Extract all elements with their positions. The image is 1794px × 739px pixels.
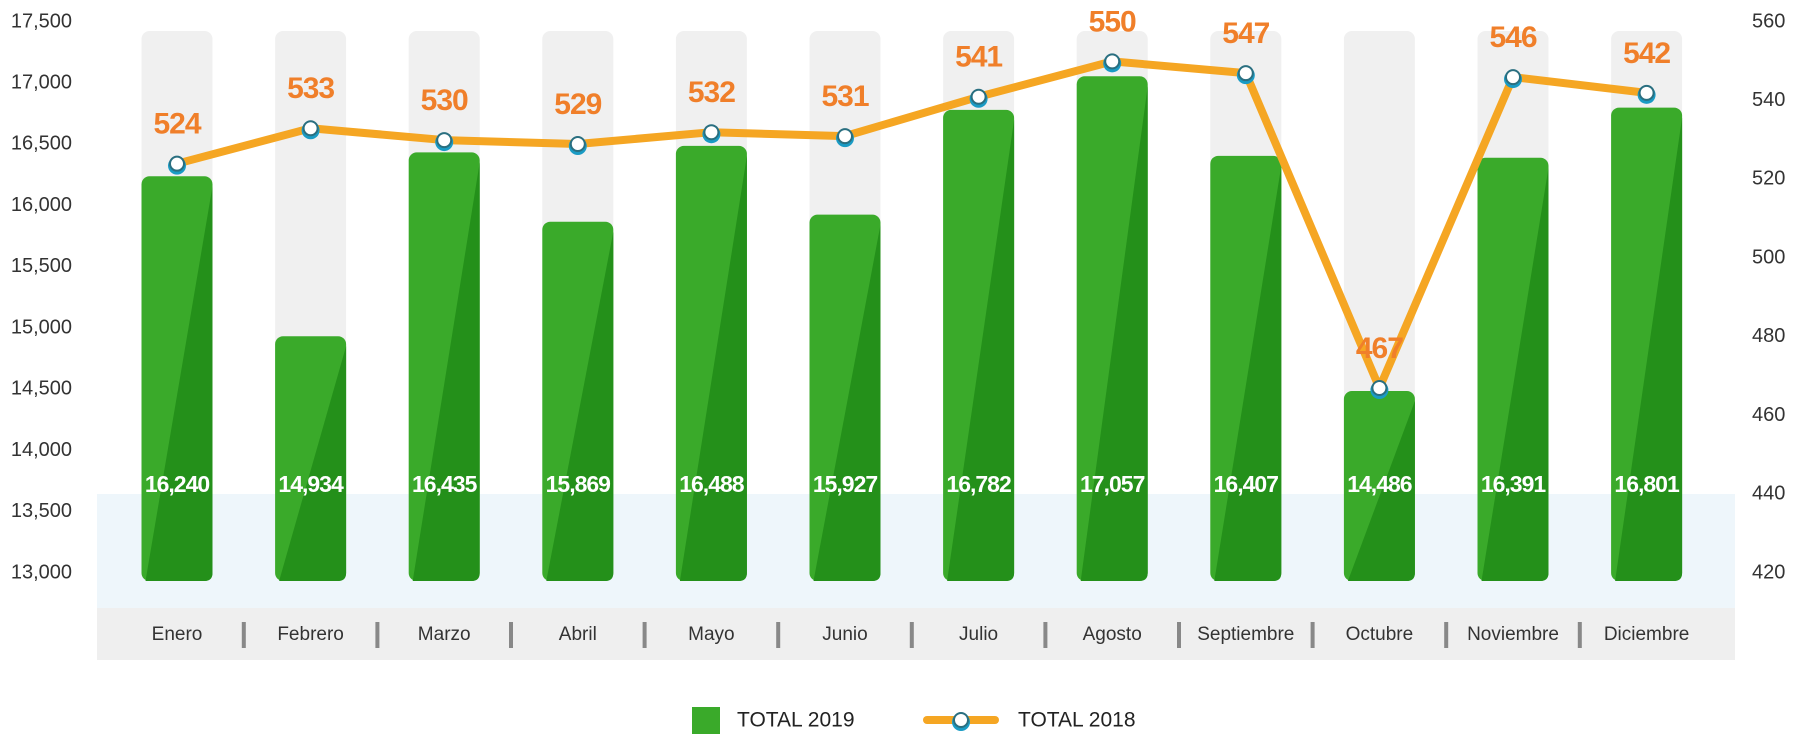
legend-label: TOTAL 2018: [1018, 709, 1136, 732]
line-value-label: 529: [554, 88, 601, 121]
x-tick-label: Octubre: [1346, 624, 1414, 645]
y2-tick-label: 540: [1752, 89, 1785, 111]
separator: [375, 622, 380, 648]
y2-tick-label: 420: [1752, 561, 1785, 583]
legend-label: TOTAL 2019: [737, 709, 855, 732]
line-value-label: 541: [955, 41, 1002, 74]
x-tick-label: Enero: [152, 624, 203, 645]
separator: [1310, 622, 1315, 648]
separator: [1177, 622, 1181, 648]
x-tick-label: Abril: [559, 624, 597, 645]
marker: [1237, 65, 1254, 82]
separator: [509, 622, 513, 648]
y-tick-label: 14,500: [11, 378, 72, 400]
y-tick-label: 13,000: [11, 561, 72, 583]
bar-shade: [947, 119, 1015, 582]
line-value-label: 546: [1489, 21, 1536, 54]
separator: [1577, 622, 1582, 648]
y2-tick-label: 520: [1752, 168, 1785, 190]
y2-tick-label: 560: [1752, 10, 1785, 32]
bar-value-label: 16,801: [1614, 471, 1680, 497]
bar-shade: [813, 224, 881, 582]
line-value-label: 532: [688, 76, 735, 109]
y-tick-label: 15,000: [11, 316, 72, 338]
line-value-label: 530: [421, 84, 468, 117]
bar-shade: [1615, 117, 1683, 581]
y-tick-label: 17,000: [11, 72, 72, 94]
x-tick-label: Mayo: [688, 624, 734, 645]
bar-value-label: 16,407: [1214, 471, 1279, 497]
bar-shade: [546, 231, 614, 581]
separator: [776, 622, 781, 648]
x-tick-label: Diciembre: [1604, 624, 1690, 645]
bar-value-label: 15,927: [813, 471, 878, 497]
x-tick-label: Marzo: [418, 624, 471, 645]
line-value-label: 533: [287, 72, 334, 105]
separator: [642, 622, 647, 648]
bar-value-label: 16,435: [412, 471, 478, 497]
y-tick-label: 13,500: [11, 500, 72, 522]
marker: [569, 136, 586, 153]
y-tick-label: 14,000: [11, 439, 72, 461]
category-strip: [97, 608, 1735, 660]
bar-value-label: 15,869: [546, 471, 611, 497]
y2-tick-label: 460: [1752, 404, 1785, 426]
line: [175, 57, 1648, 393]
y-tick-label: 16,500: [11, 133, 72, 155]
bar-value-label: 16,240: [145, 471, 210, 497]
bar-shade: [1080, 86, 1148, 581]
separator: [1444, 622, 1449, 648]
marker: [436, 132, 453, 149]
x-tick-label: Noviembre: [1467, 624, 1559, 645]
x-tick-label: Febrero: [277, 624, 344, 645]
line-value-label: 531: [821, 80, 868, 113]
line-value-label: 550: [1089, 5, 1136, 38]
marker: [1505, 69, 1521, 86]
bar-value-label: 14,486: [1347, 471, 1412, 497]
x-tick-label: Julio: [959, 624, 998, 645]
bar-value-label: 14,934: [278, 471, 344, 497]
bar-value-label: 16,391: [1481, 471, 1547, 497]
marker: [703, 124, 720, 141]
y-tick-label: 17,500: [11, 10, 72, 32]
y2-tick-label: 500: [1752, 246, 1785, 268]
bar-value-label: 16,488: [679, 471, 745, 497]
y-tick-label: 15,500: [11, 255, 72, 277]
bar-shade: [679, 155, 747, 582]
line-value-label: 467: [1356, 332, 1403, 365]
separator: [909, 622, 914, 648]
bar-shade: [1214, 165, 1282, 581]
y2-tick-label: 480: [1752, 325, 1785, 347]
y-tick-label: 16,000: [11, 194, 72, 216]
bar-shade: [279, 346, 347, 581]
legend-marker: [953, 712, 969, 728]
separator: [241, 622, 246, 648]
bar-value-label: 17,057: [1080, 471, 1145, 497]
x-tick-label: Agosto: [1083, 624, 1142, 645]
marker: [302, 120, 319, 137]
legend-swatch: [692, 707, 720, 735]
band: [97, 494, 1735, 608]
bar-shade: [1481, 167, 1549, 581]
y2-tick-label: 440: [1752, 483, 1785, 505]
marker: [1638, 84, 1655, 101]
line-value-label: 524: [153, 108, 201, 141]
bar-shade: [412, 162, 480, 582]
line-value-label: 542: [1623, 37, 1670, 70]
marker: [970, 88, 987, 105]
line-value-label: 547: [1222, 17, 1269, 50]
marker: [1104, 53, 1121, 70]
x-tick-label: Junio: [822, 624, 867, 645]
x-tick-label: Septiembre: [1197, 624, 1294, 645]
bar-shade: [1347, 401, 1415, 581]
bar-shade: [145, 186, 213, 581]
bar-value-label: 16,782: [946, 471, 1011, 497]
marker: [1371, 380, 1388, 397]
separator: [1043, 622, 1048, 648]
marker: [837, 128, 853, 145]
marker: [169, 155, 185, 172]
